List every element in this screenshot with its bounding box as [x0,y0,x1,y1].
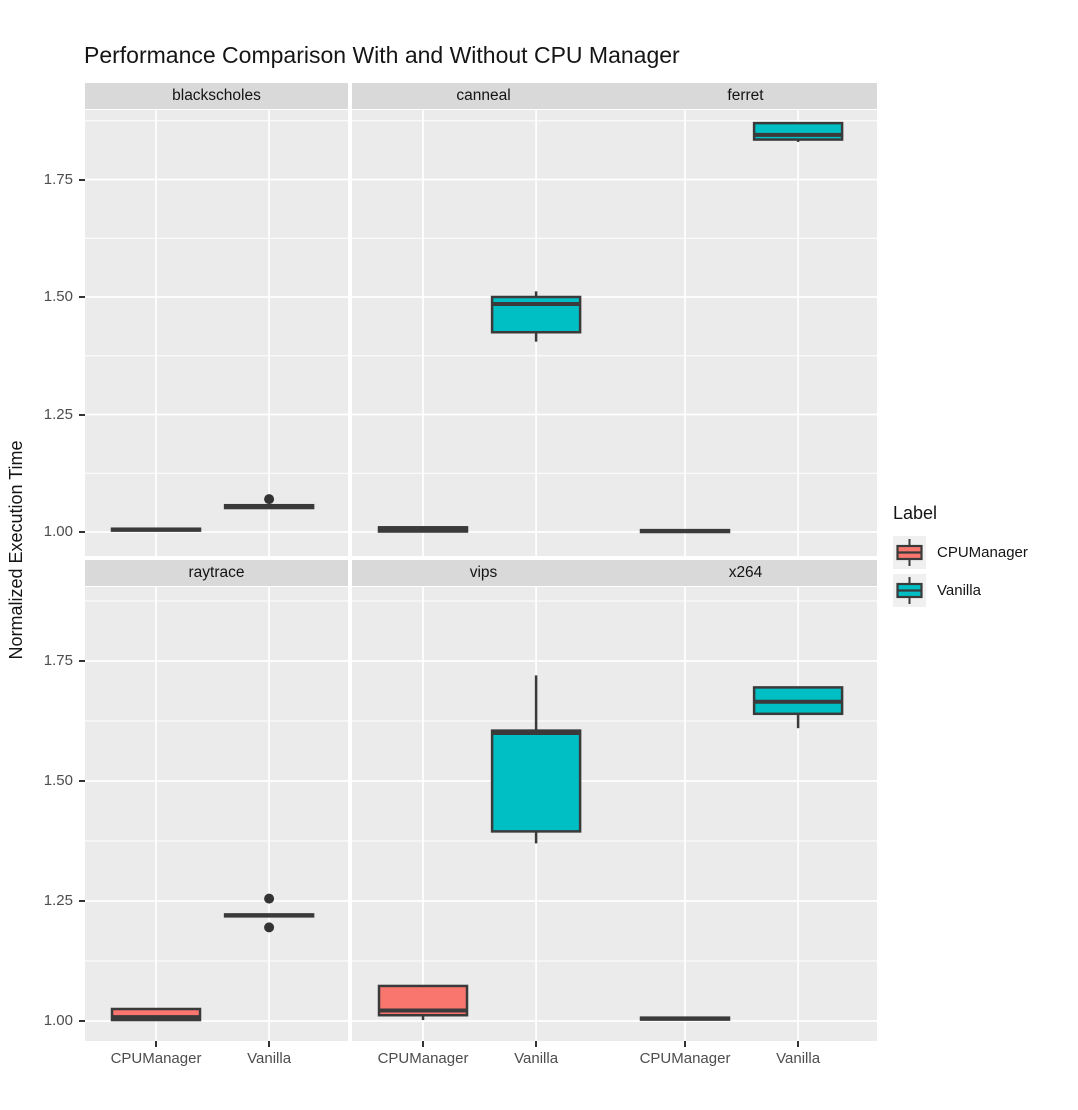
boxplot-vips-CPUManager [377,984,469,1021]
boxplot-ferret-Vanilla [752,121,844,142]
facet-panel-canneal [352,110,615,556]
boxplot-vips-Vanilla [490,675,582,844]
y-tick-mark [79,531,85,533]
boxplot-raytrace-Vanilla [223,893,315,933]
plot-title: Performance Comparison With and Without … [84,42,680,68]
y-tick-label: 1.75 [43,170,73,188]
facet-strip-label: x264 [728,564,763,581]
x-tick-mark [268,1041,271,1047]
legend-entry-label: CPUManager [937,544,1028,561]
y-tick-label: 1.50 [43,772,73,789]
y-tick-mark [79,296,85,298]
facet-panel-ferret [614,110,877,556]
x-tick-label: Vanilla [247,1050,292,1067]
facet-strip-vips: vips [352,560,615,586]
legend-key-boxplot-icon [893,574,926,607]
x-tick-label: Vanilla [514,1050,559,1067]
y-tick-label: 1.00 [43,1012,73,1029]
legend-entry-label: Vanilla [937,582,981,599]
facet-strip-label: raytrace [188,564,245,581]
legend-entry-CPUManager: CPUManager [893,536,1075,569]
legend-entries: CPUManager Vanilla [893,536,1075,607]
y-tick-mark [79,900,85,902]
facet-strip-canneal: canneal [352,83,615,109]
y-tick-label: 1.50 [43,288,73,305]
facet-strip-label: blackscholes [172,87,261,104]
y-tick-mark [79,1020,85,1022]
facet-panel-raytrace [85,587,348,1041]
legend-title: Label [893,503,938,523]
boxplot-x264-Vanilla [752,686,844,729]
facet-panel-x264 [614,587,877,1041]
x-tick-label: Vanilla [776,1050,821,1067]
y-tick-label: 1.75 [43,652,73,669]
y-tick-label: 1.25 [43,892,73,909]
legend: Label CPUManager Vanilla [893,503,1075,612]
y-tick-label: 1.00 [43,523,73,540]
boxplot-canneal-CPUManager [377,526,469,533]
x-tick-mark [684,1041,686,1047]
y-tick-mark [79,660,85,662]
facet-strip-x264: x264 [614,560,877,586]
facet-strip-ferret: ferret [614,83,877,109]
legend-key-boxplot-icon [893,536,926,569]
x-tick-label: CPUManager [639,1050,731,1067]
y-tick-mark [79,178,85,181]
boxplot-canneal-Vanilla [490,291,582,342]
facet-strip-label: ferret [727,87,764,104]
boxplot-blackscholes-CPUManager [110,527,202,532]
facet-strip-label: canneal [456,87,511,104]
outlier-point [264,893,275,904]
y-tick-mark [79,780,85,782]
x-tick-label: CPUManager [377,1050,469,1067]
y-axis-title: Normalized Execution Time [6,440,26,660]
facet-strip-raytrace: raytrace [85,560,348,586]
y-tick-label: 1.25 [43,405,73,423]
boxplot-raytrace-CPUManager [110,1007,202,1022]
y-tick-mark [79,413,85,416]
legend-entry-Vanilla: Vanilla [893,574,1075,607]
outlier-point [264,922,275,933]
boxplot-x264-CPUManager [639,1016,731,1021]
facet-panel-vips [352,587,615,1041]
outlier-point [264,494,275,505]
boxplot-blackscholes-Vanilla [223,494,315,510]
x-tick-mark [797,1041,800,1047]
x-tick-mark [155,1041,157,1047]
facet-strip-blackscholes: blackscholes [85,83,348,109]
x-tick-label: CPUManager [110,1050,202,1067]
boxplot-ferret-CPUManager [639,528,731,534]
x-tick-mark [535,1041,538,1047]
facet-strip-label: vips [469,564,498,581]
facet-panel-blackscholes [85,110,348,556]
x-tick-mark [422,1041,424,1047]
